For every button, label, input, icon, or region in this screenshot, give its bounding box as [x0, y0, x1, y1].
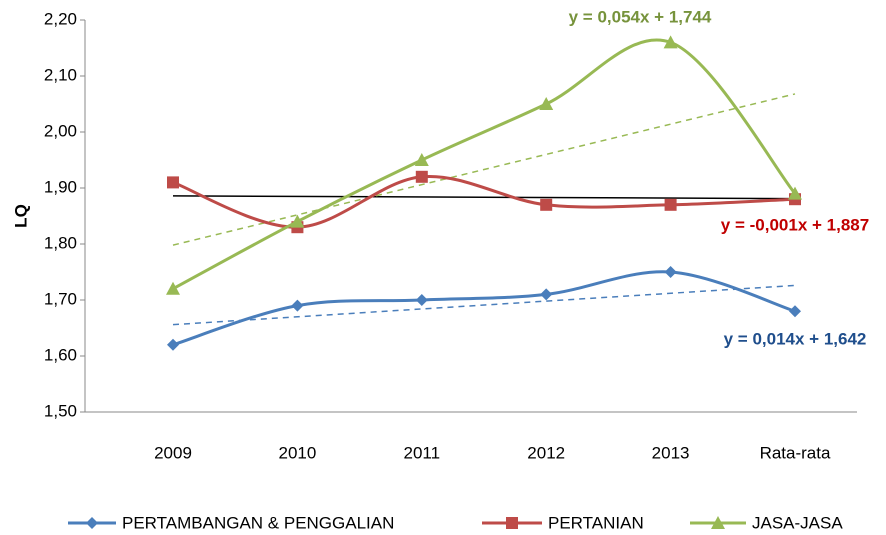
trendline-equation: y = 0,014x + 1,642: [724, 329, 867, 348]
y-tick-label: 2,00: [44, 121, 77, 140]
x-tick-label: 2009: [154, 443, 192, 462]
marker: [664, 198, 677, 211]
marker: [540, 288, 553, 301]
x-tick-label: 2013: [652, 443, 690, 462]
legend-marker: [86, 517, 98, 529]
marker: [291, 299, 304, 312]
y-tick-label: 1,60: [44, 345, 77, 364]
marker: [540, 198, 553, 211]
series-line: [172, 270, 796, 347]
y-tick-label: 2,20: [44, 9, 77, 28]
y-axis-title: LQ: [11, 204, 30, 228]
y-tick-label: 2,10: [44, 65, 77, 84]
x-tick-label: 2011: [404, 443, 441, 462]
series-line: [172, 38, 797, 291]
trendline: [172, 284, 796, 326]
y-tick-label: 1,90: [44, 177, 77, 196]
marker: [663, 35, 678, 49]
y-tick-label: 1,80: [44, 233, 77, 252]
series-line: [172, 174, 796, 229]
marker: [415, 170, 428, 183]
legend-label: JASA-JASA: [752, 513, 843, 532]
marker: [167, 176, 179, 189]
marker: [415, 294, 428, 306]
marker: [414, 153, 429, 166]
marker: [539, 97, 554, 110]
x-tick-label: 2010: [278, 443, 316, 462]
x-tick-label: 2012: [527, 443, 565, 462]
legend-label: PERTANIAN: [548, 513, 644, 532]
marker: [166, 281, 180, 295]
trendline-equation: y = -0,001x + 1,887: [721, 215, 869, 234]
marker: [789, 305, 801, 318]
x-tick-label: Rata-rata: [760, 443, 831, 462]
y-tick-label: 1,70: [44, 289, 77, 308]
marker: [167, 338, 179, 351]
trendline: [172, 93, 796, 246]
legend-label: PERTAMBANGAN & PENGGALIAN: [122, 513, 394, 532]
trendline: [172, 195, 796, 200]
marker: [788, 186, 802, 200]
legend-marker: [711, 516, 725, 529]
legend-marker: [506, 517, 518, 529]
marker: [664, 266, 677, 278]
y-tick-label: 1,50: [44, 401, 77, 420]
marker: [290, 214, 305, 228]
trendline-equation: y = 0,054x + 1,744: [569, 7, 712, 26]
